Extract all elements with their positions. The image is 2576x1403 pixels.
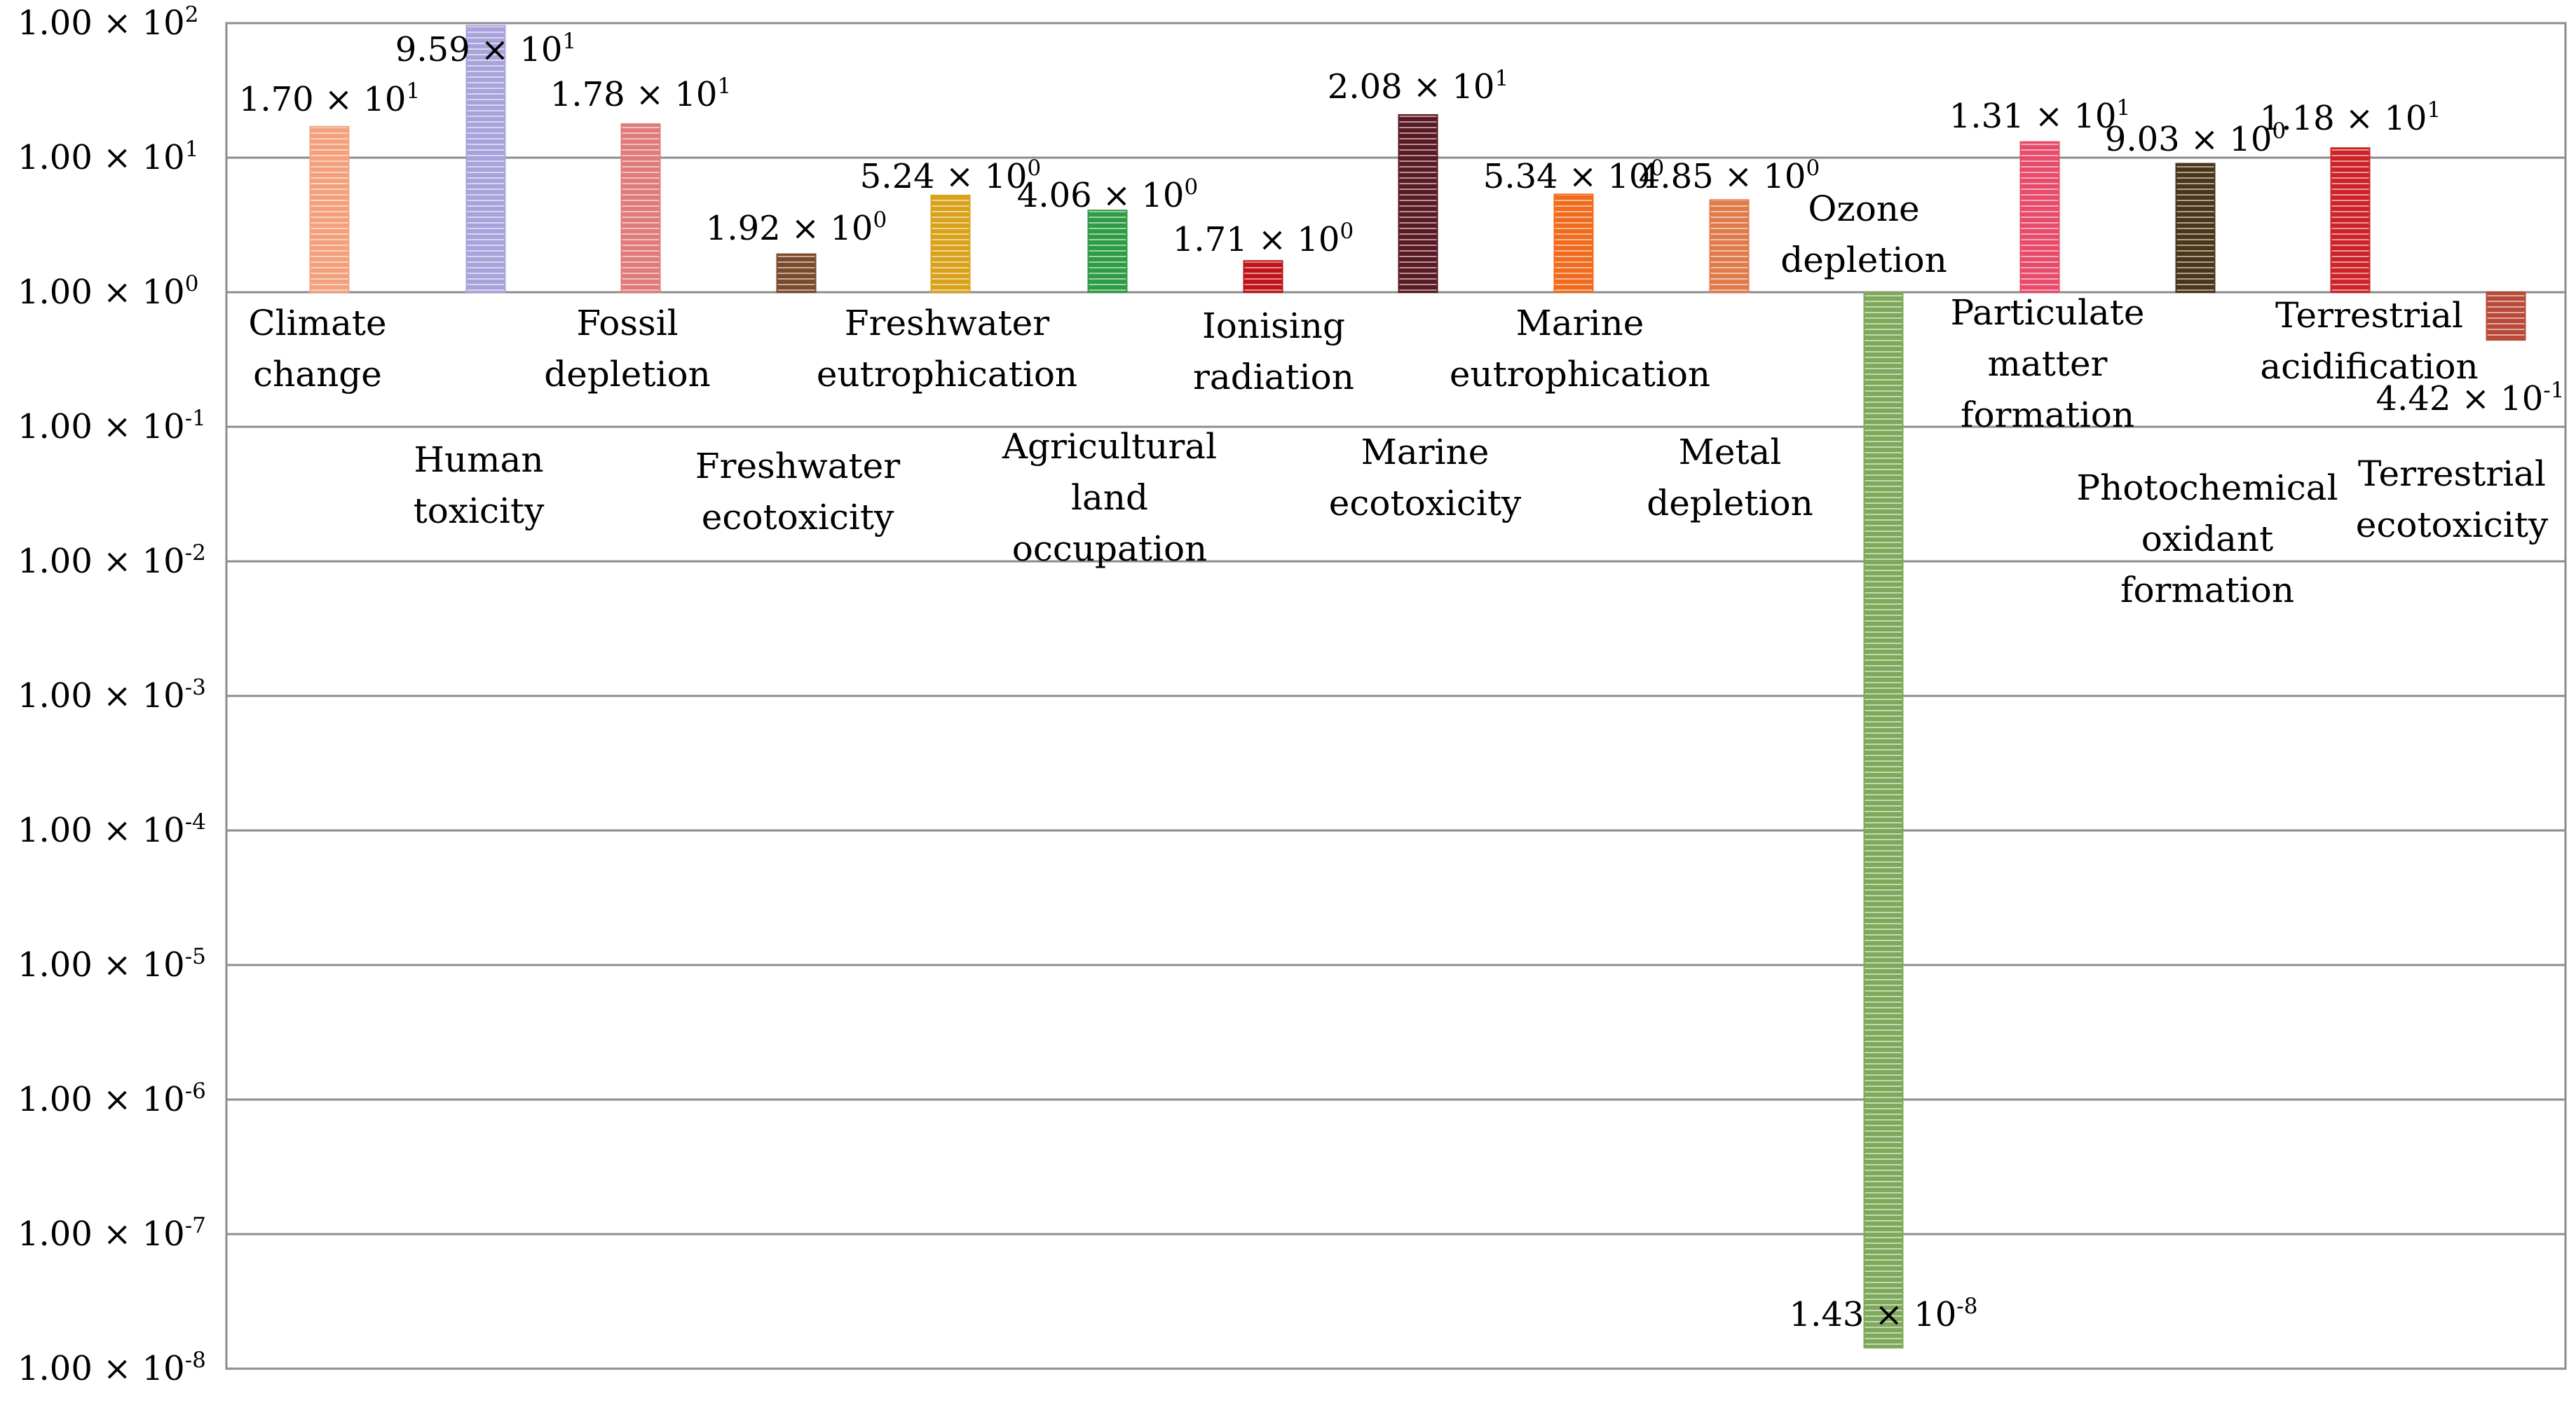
data-label: 1.71 × 100 xyxy=(1173,219,1354,259)
bar-ionising-radiation xyxy=(1243,260,1283,293)
bar-photochemical-oxidant-formation xyxy=(2175,163,2216,293)
y-tick-label: 1.00 × 10-1 xyxy=(18,406,206,446)
y-tick-label: 1.00 × 102 xyxy=(18,2,198,43)
bar-marine-ecotoxicity xyxy=(1398,114,1438,293)
bar-human-toxicity xyxy=(465,25,506,294)
category-label: Agricultural land occupation xyxy=(1002,426,1217,569)
data-label: 9.03 × 100 xyxy=(2105,118,2286,159)
bar-terrestrial-ecotoxicity xyxy=(2486,292,2526,341)
bar-ozone-depletion xyxy=(1863,292,1904,1349)
data-label: 1.78 × 101 xyxy=(550,74,731,114)
bar-fossil-depletion xyxy=(620,123,661,293)
y-tick-label: 1.00 × 100 xyxy=(18,271,198,312)
bar-climate-change xyxy=(309,125,350,293)
y-tick-label: 1.00 × 10-4 xyxy=(18,809,206,850)
category-label: Marine eutrophication xyxy=(1450,303,1710,395)
bar-metal-depletion xyxy=(1709,199,1750,293)
data-label: 5.24 × 100 xyxy=(860,156,1041,196)
data-label: 1.43 × 10-8 xyxy=(1790,1294,1978,1334)
data-label: 1.31 × 101 xyxy=(1949,95,2130,136)
data-label: 5.34 × 100 xyxy=(1483,156,1664,196)
data-label: 1.70 × 101 xyxy=(239,78,420,119)
category-label: Particulate matter formation xyxy=(1951,292,2145,435)
category-label: Climate change xyxy=(248,303,386,395)
category-label: Fossil depletion xyxy=(544,303,711,395)
bars xyxy=(309,25,2526,1349)
bar-particulate-matter-formation xyxy=(2019,141,2060,293)
data-label: 4.06 × 100 xyxy=(1017,174,1198,215)
category-label: Photochemical oxidant formation xyxy=(2076,467,2338,610)
data-label: 4.85 × 100 xyxy=(1639,156,1820,196)
y-tick-label: 1.00 × 10-2 xyxy=(18,540,206,581)
data-labels: 1.70 × 101 9.59 × 101 1.78 × 101 1.92 × 100… xyxy=(239,29,2565,1334)
y-tick-label: 1.00 × 10-5 xyxy=(18,944,206,985)
bar-marine-eutrophication xyxy=(1553,193,1594,293)
category-label: Human toxicity xyxy=(414,439,545,531)
category-labels: Climate change Human toxicity Fossil depletio… xyxy=(248,189,2549,610)
category-label: Ozone depletion xyxy=(1780,189,1947,280)
data-label: 4.42 × 10-1 xyxy=(2376,378,2565,418)
y-axis-tick-labels: 1.00 × 102 1.00 × 101 1.00 × 100 1.00 × 10-… xyxy=(18,2,206,1388)
y-tick-label: 1.00 × 10-3 xyxy=(18,675,206,716)
y-tick-label: 1.00 × 10-6 xyxy=(18,1079,206,1119)
bar-freshwater-ecotoxicity xyxy=(776,253,817,294)
category-label: Metal depletion xyxy=(1647,432,1813,523)
category-label: Marine ecotoxicity xyxy=(1329,432,1522,523)
y-tick-label: 1.00 × 10-8 xyxy=(18,1348,206,1388)
category-label: Freshwater ecotoxicity xyxy=(695,446,900,538)
data-label: 1.18 × 101 xyxy=(2260,97,2441,138)
bar-agricultural-land-occupation xyxy=(1087,210,1128,293)
y-tick-label: 1.00 × 101 xyxy=(18,137,198,177)
bar-terrestrial-acidification xyxy=(2330,147,2371,293)
data-label: 9.59 × 101 xyxy=(395,29,576,69)
data-label: 1.92 × 100 xyxy=(706,207,887,248)
y-tick-label: 1.00 × 10-7 xyxy=(18,1213,206,1254)
data-label: 2.08 × 101 xyxy=(1328,66,1508,107)
category-label: Terrestrial acidification xyxy=(2260,295,2478,387)
category-label: Ionising radiation xyxy=(1193,306,1354,397)
bar-freshwater-eutrophication xyxy=(930,194,971,293)
category-label: Terrestrial ecotoxicity xyxy=(2356,453,2549,545)
category-label: Freshwater eutrophication xyxy=(817,303,1077,395)
